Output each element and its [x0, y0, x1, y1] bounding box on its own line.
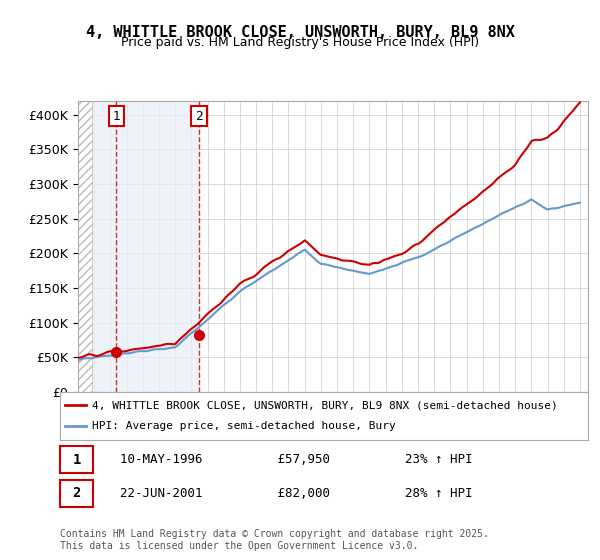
Text: 2: 2: [195, 110, 203, 123]
Text: 1: 1: [112, 110, 120, 123]
Text: 10-MAY-1996          £57,950          23% ↑ HPI: 10-MAY-1996 £57,950 23% ↑ HPI: [105, 453, 473, 466]
Text: Contains HM Land Registry data © Crown copyright and database right 2025.
This d: Contains HM Land Registry data © Crown c…: [60, 529, 489, 551]
Bar: [116, 101, 199, 392]
Text: 1: 1: [73, 452, 80, 467]
Text: Price paid vs. HM Land Registry's House Price Index (HPI): Price paid vs. HM Land Registry's House …: [121, 36, 479, 49]
Bar: [92, 101, 116, 392]
Text: 22-JUN-2001          £82,000          28% ↑ HPI: 22-JUN-2001 £82,000 28% ↑ HPI: [105, 487, 473, 500]
Text: HPI: Average price, semi-detached house, Bury: HPI: Average price, semi-detached house,…: [92, 421, 395, 431]
Text: 4, WHITTLE BROOK CLOSE, UNSWORTH, BURY, BL9 8NX (semi-detached house): 4, WHITTLE BROOK CLOSE, UNSWORTH, BURY, …: [92, 400, 557, 410]
Text: 4, WHITTLE BROOK CLOSE, UNSWORTH, BURY, BL9 8NX: 4, WHITTLE BROOK CLOSE, UNSWORTH, BURY, …: [86, 25, 514, 40]
Bar: [78, 101, 92, 392]
Text: 2: 2: [73, 486, 80, 501]
